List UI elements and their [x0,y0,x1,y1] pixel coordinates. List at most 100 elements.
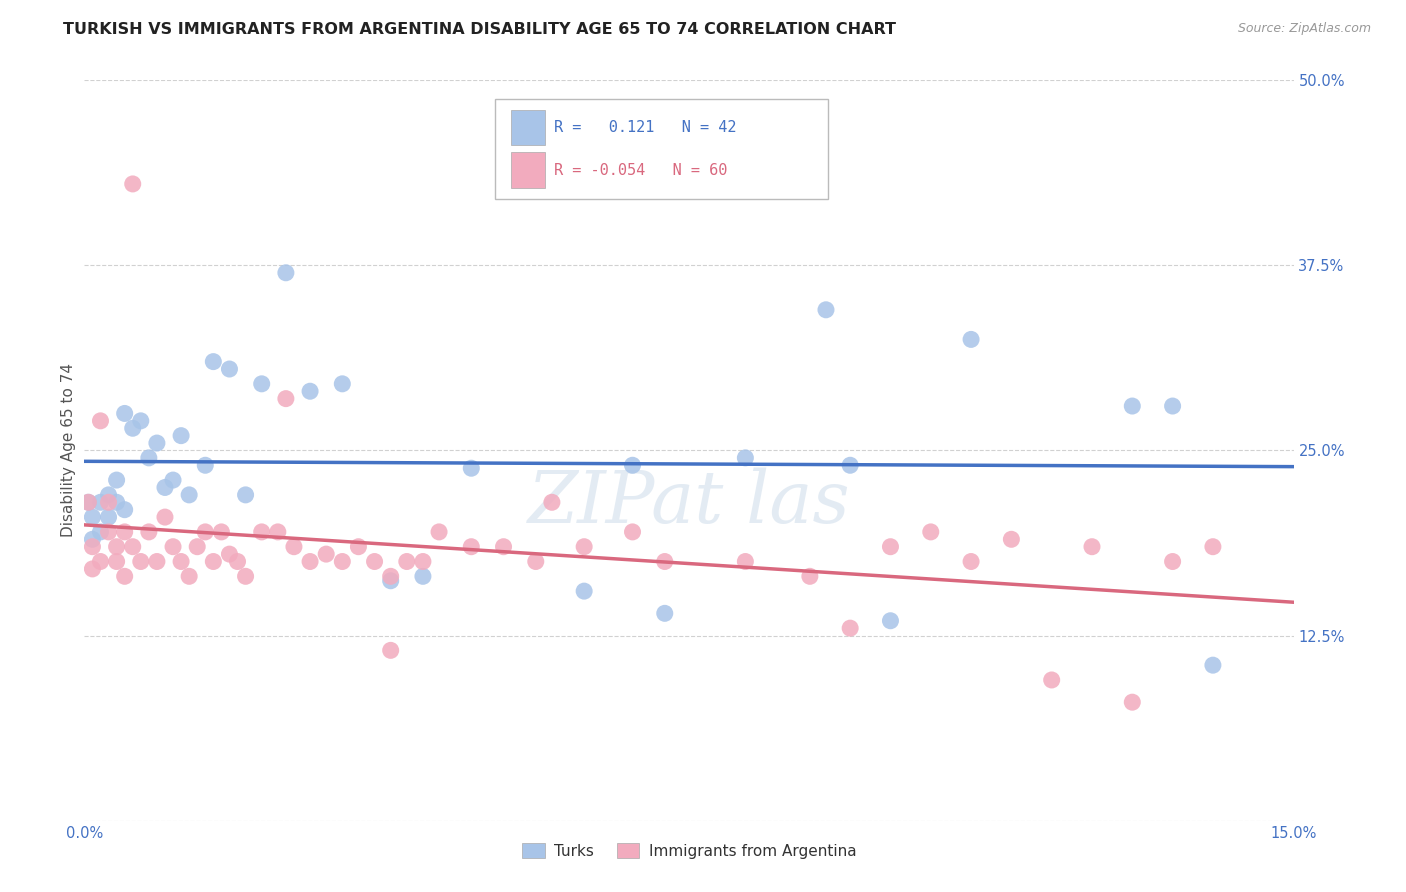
Point [162,540,184,554]
Point [97,495,120,509]
Point [734,450,756,465]
Point [330,376,353,391]
Point [82,562,104,576]
Point [492,540,515,554]
Point [170,555,193,569]
Point [524,555,547,569]
Point [1121,399,1143,413]
Point [89,414,111,428]
Point [146,555,169,569]
Point [77,495,100,509]
Point [839,621,862,635]
Point [114,524,136,539]
Point [209,524,232,539]
Point [380,569,402,583]
Point [89,495,111,509]
Point [839,458,862,473]
Point [734,555,756,569]
Point [920,524,942,539]
Point [621,524,644,539]
FancyBboxPatch shape [495,99,828,199]
Point [114,502,136,516]
Point [114,407,136,421]
Text: ZIPat las: ZIPat las [527,467,851,538]
Point [97,488,120,502]
Point [194,524,217,539]
Point [274,266,297,280]
Point [170,428,193,442]
Point [654,555,676,569]
Point [879,540,901,554]
Point [960,332,983,346]
Text: TURKISH VS IMMIGRANTS FROM ARGENTINA DISABILITY AGE 65 TO 74 CORRELATION CHART: TURKISH VS IMMIGRANTS FROM ARGENTINA DIS… [63,22,896,37]
Point [427,524,450,539]
Point [235,488,257,502]
Point [460,540,482,554]
Point [1121,695,1143,709]
Bar [512,110,546,145]
Bar [512,153,546,188]
Point [82,540,104,554]
Point [814,302,837,317]
Point [799,569,821,583]
Point [97,524,120,539]
Point [1040,673,1063,687]
Point [960,555,983,569]
Point [138,450,160,465]
Point [492,177,515,191]
Point [299,384,322,399]
Point [146,436,169,450]
Point [121,177,143,191]
Point [105,555,128,569]
Point [330,555,353,569]
Point [460,461,482,475]
Point [218,362,240,376]
Point [162,473,184,487]
Point [114,569,136,583]
Point [179,569,201,583]
Point [105,540,128,554]
Point [879,614,901,628]
Point [179,488,201,502]
Point [138,524,160,539]
Y-axis label: Disability Age 65 to 74: Disability Age 65 to 74 [60,363,76,538]
Point [82,533,104,547]
Point [1202,658,1225,673]
Point [82,510,104,524]
Point [380,574,402,588]
Point [621,458,644,473]
Point [1161,555,1184,569]
Text: R =   0.121   N = 42: R = 0.121 N = 42 [554,120,735,135]
Point [380,643,402,657]
Point [250,376,273,391]
Point [129,555,152,569]
Point [153,510,176,524]
Point [153,480,176,494]
Point [267,524,290,539]
Point [121,540,143,554]
Point [572,540,595,554]
Point [315,547,337,561]
Point [250,524,273,539]
Point [347,540,370,554]
Point [654,607,676,621]
Point [77,495,100,509]
Point [395,555,418,569]
Point [97,510,120,524]
Point [89,555,111,569]
Point [105,473,128,487]
Point [299,555,322,569]
Point [202,354,225,368]
Point [283,540,305,554]
Point [412,555,434,569]
Point [218,547,240,561]
Point [202,555,225,569]
Point [541,495,564,509]
Point [572,584,595,599]
Legend: Turks, Immigrants from Argentina: Turks, Immigrants from Argentina [516,837,862,865]
Point [274,392,297,406]
Point [412,569,434,583]
Point [194,458,217,473]
Point [121,421,143,435]
Point [1000,533,1022,547]
